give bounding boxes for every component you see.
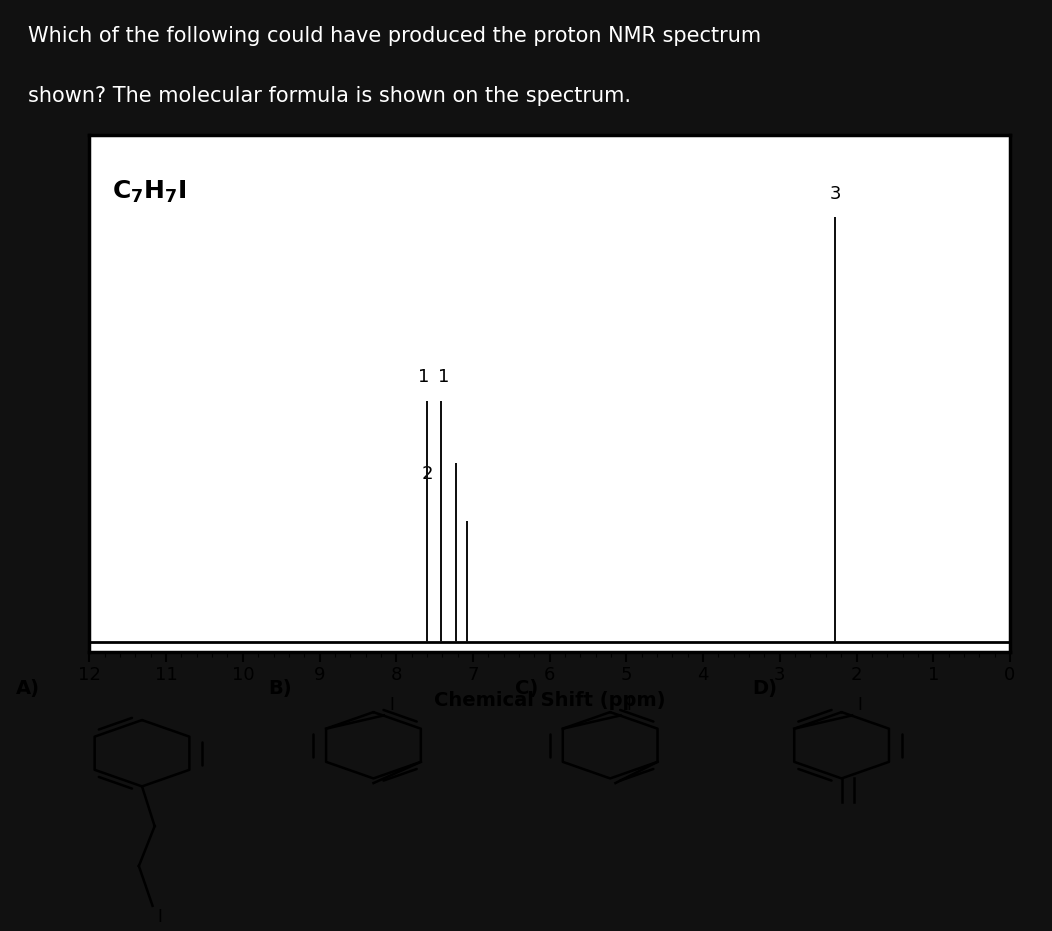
Text: I: I [158, 909, 163, 926]
Text: I: I [389, 696, 394, 714]
Bar [426, 400, 428, 642]
Bar [834, 217, 836, 642]
Text: 1: 1 [419, 368, 429, 386]
Text: I: I [857, 696, 863, 714]
Bar [440, 400, 442, 642]
Text: I: I [626, 696, 631, 714]
Bar [456, 464, 458, 642]
Text: shown? The molecular formula is shown on the spectrum.: shown? The molecular formula is shown on… [28, 86, 631, 105]
Text: 3: 3 [829, 184, 841, 203]
X-axis label: Chemical Shift (ppm): Chemical Shift (ppm) [433, 691, 666, 710]
Text: Which of the following could have produced the proton NMR spectrum: Which of the following could have produc… [28, 26, 762, 46]
Text: $\mathbf{C_7H_7I}$: $\mathbf{C_7H_7I}$ [113, 179, 187, 205]
Text: C): C) [515, 679, 539, 698]
Bar [466, 521, 468, 642]
Text: D): D) [752, 679, 777, 698]
Text: A): A) [16, 679, 40, 698]
Text: 2: 2 [421, 465, 432, 482]
Text: B): B) [268, 679, 291, 698]
Text: 1: 1 [438, 368, 449, 386]
